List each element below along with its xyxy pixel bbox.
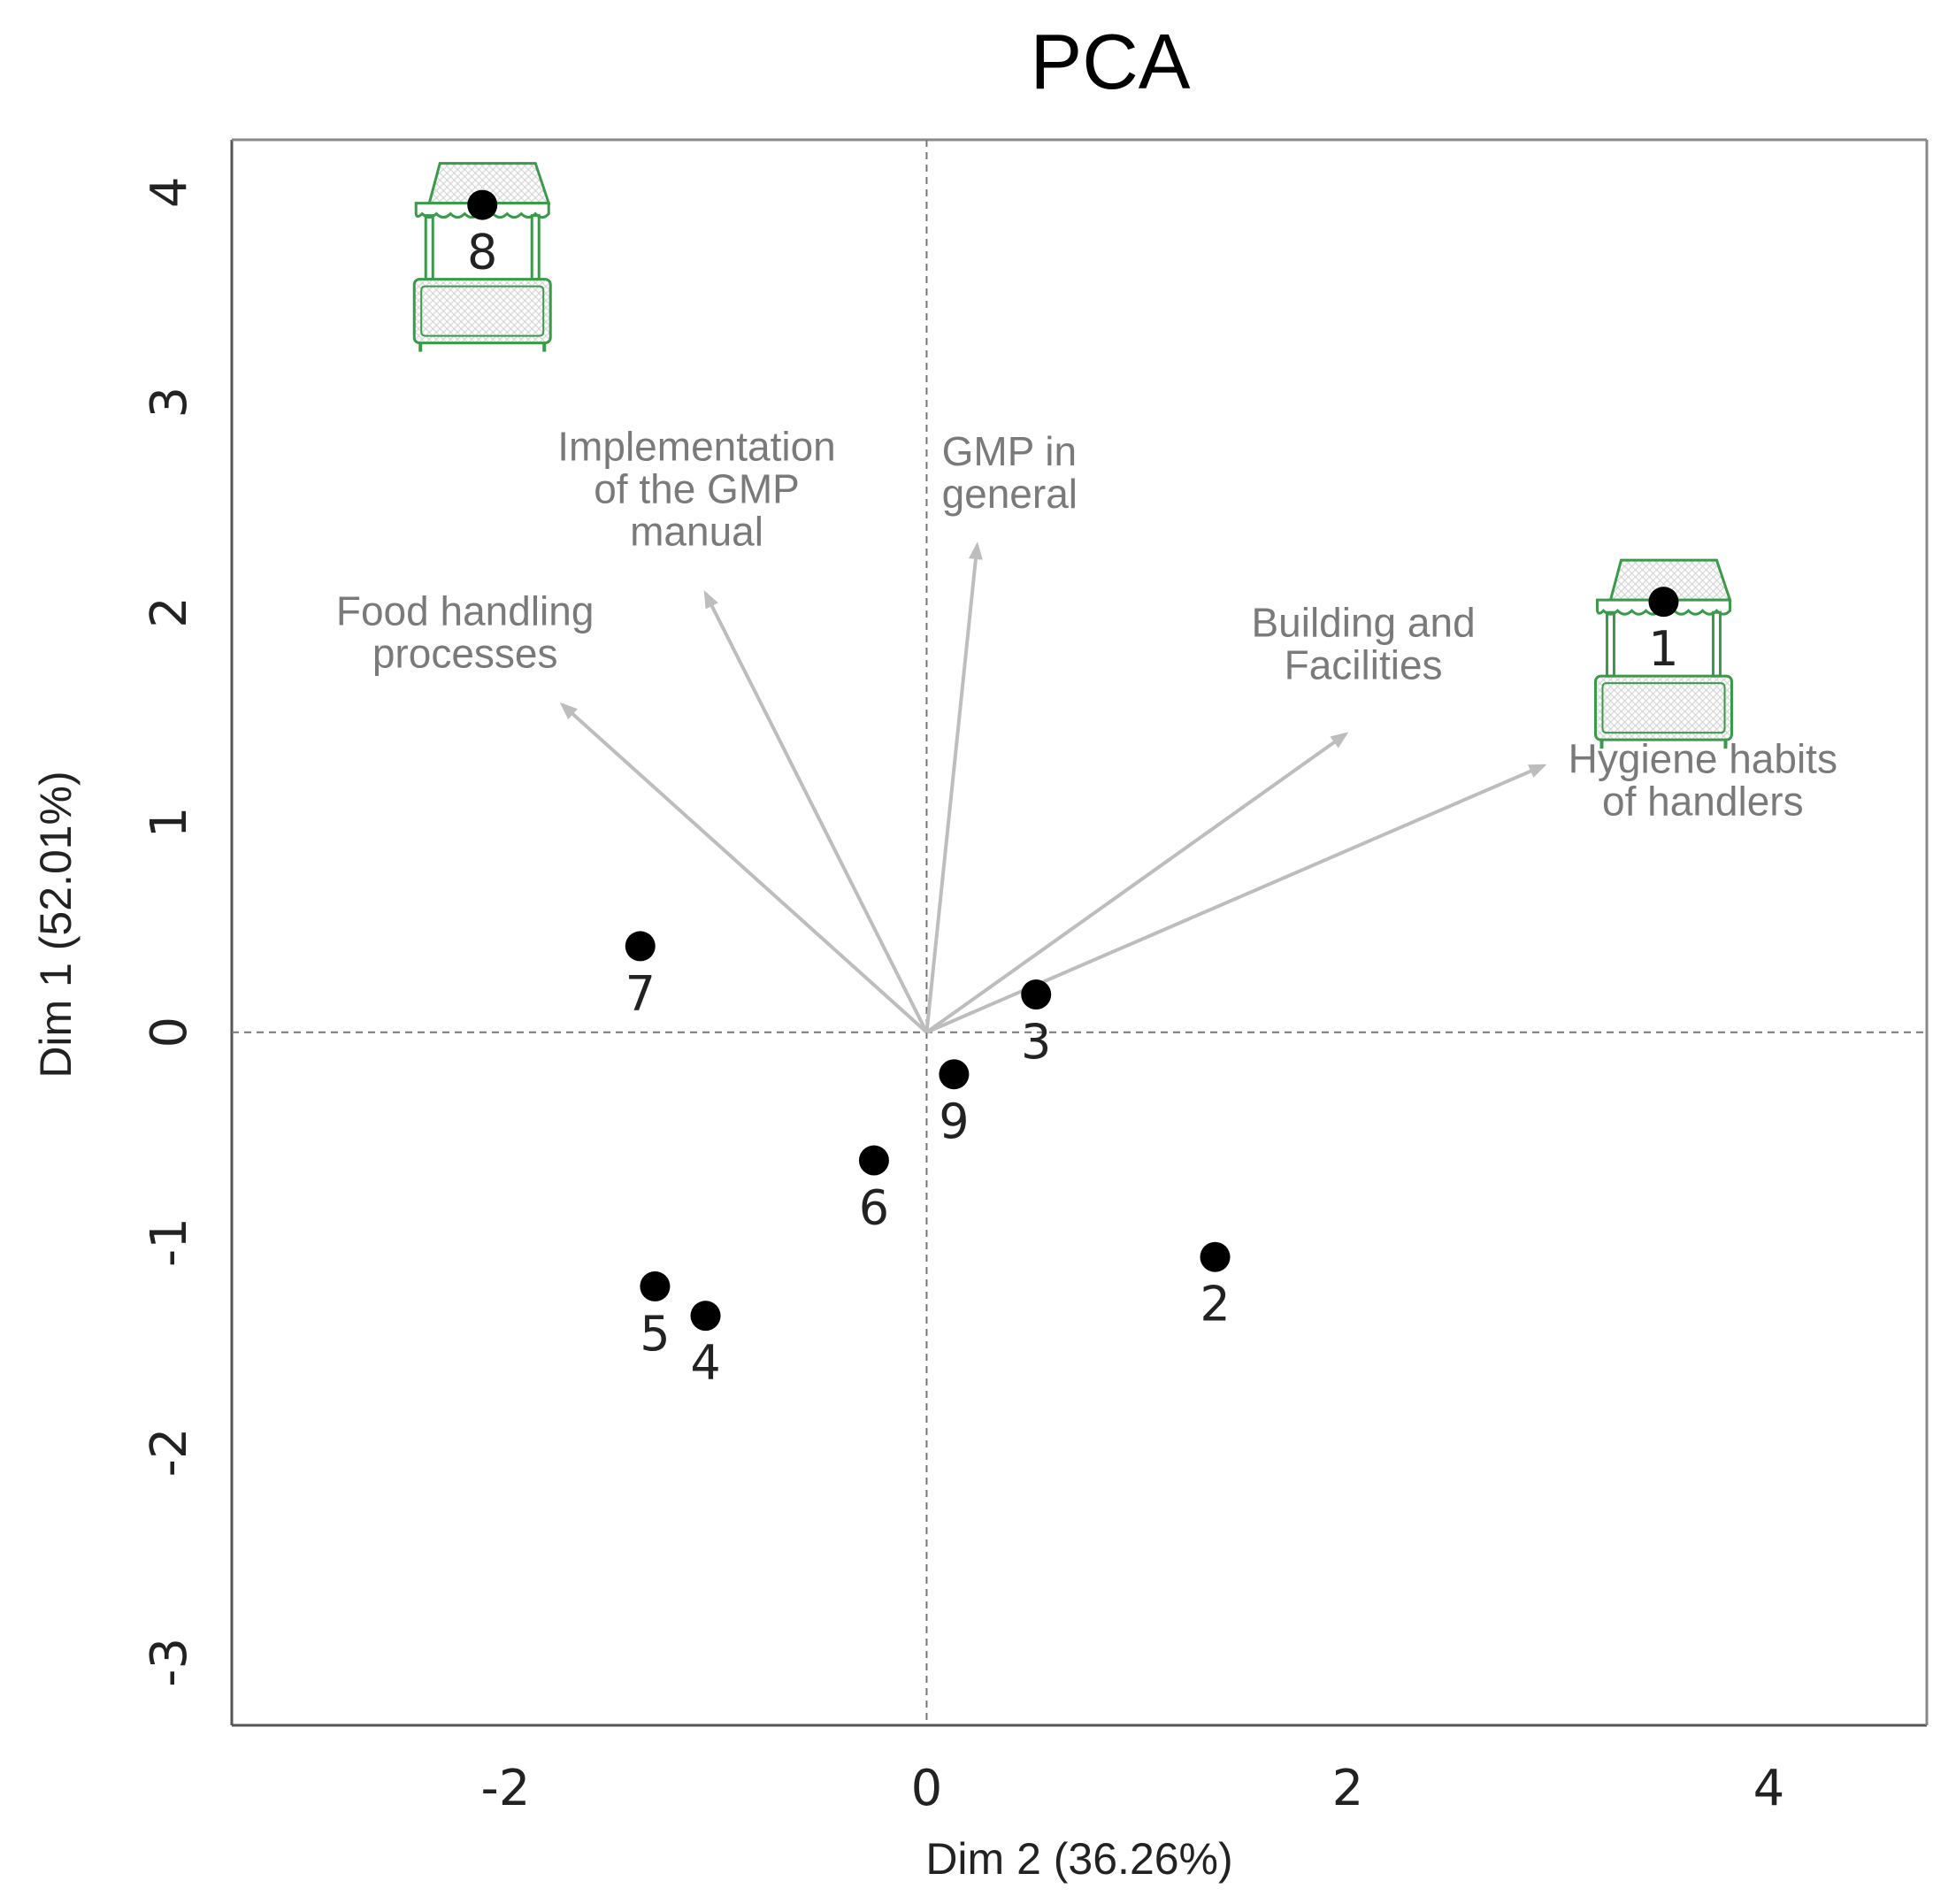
y-tick-label: -1: [141, 1217, 198, 1267]
point-labels: 1 2 3 45 6 7 8 9: [467, 225, 1679, 1392]
point-label: 6: [859, 1180, 889, 1236]
data-point: [939, 1059, 970, 1090]
point-label: 4: [690, 1335, 720, 1391]
variable-arrow: [703, 590, 929, 1033]
y-tick-label: 4: [141, 177, 198, 209]
x-axis-title: Dim 2 (36.26%): [925, 1834, 1232, 1884]
variable-label: GMP in general: [942, 428, 1078, 517]
y-tick-label: -2: [141, 1428, 198, 1478]
variable-label: Implementation of the GMP manual: [557, 424, 836, 555]
point-label: 1: [1648, 621, 1678, 677]
x-tick-label: 2: [1332, 1760, 1364, 1817]
point-label: 8: [467, 225, 497, 280]
chart-title: PCA: [1031, 18, 1191, 105]
y-tick-label: 3: [141, 387, 198, 418]
x-tick-label: -2: [480, 1760, 530, 1817]
y-tick-label: -3: [141, 1638, 198, 1687]
data-point: [467, 189, 498, 220]
variable-label: Food handling processes: [336, 587, 594, 676]
point-label: 2: [1200, 1277, 1230, 1332]
variable-arrow: [924, 541, 983, 1033]
point-label: 3: [1021, 1014, 1051, 1070]
variable-arrow: [925, 732, 1349, 1034]
y-tick-labels: -3 -2 -1 0 1 2 3 4: [141, 177, 198, 1687]
market-stall-icon: [1593, 558, 1733, 749]
variable-label: Hygiene habits of handlers: [1569, 735, 1837, 824]
variable-arrow: [559, 702, 928, 1034]
market-stall-icon: [412, 162, 552, 352]
point-label: 9: [939, 1094, 969, 1149]
variable-label: Building and Facilities: [1251, 600, 1475, 688]
y-tick-label: 0: [141, 1017, 198, 1048]
x-tick-label: 4: [1753, 1760, 1785, 1817]
x-tick-label: 0: [911, 1760, 943, 1817]
data-point: [1021, 979, 1052, 1010]
highlight-icons: [412, 162, 1733, 749]
variable-arrow: [925, 764, 1547, 1034]
y-tick-label: 2: [141, 596, 198, 628]
data-point: [858, 1145, 889, 1176]
point-label: 7: [625, 965, 656, 1021]
data-point: [640, 1271, 671, 1301]
variable-labels: Food handling processes Implementation of t…: [336, 424, 1837, 825]
data-point: [1648, 587, 1679, 618]
y-axis-title: Dim 1 (52.01%): [31, 771, 81, 1078]
data-point: [690, 1301, 721, 1332]
x-tick-labels: -2 0 2 4: [480, 1760, 1784, 1817]
y-tick-label: 1: [141, 807, 198, 839]
reference-lines: [232, 140, 1927, 1725]
data-points: [467, 189, 1679, 1332]
plot-area: [230, 138, 1929, 1727]
point-label: 5: [640, 1306, 670, 1362]
data-point: [625, 931, 656, 962]
data-point: [1200, 1241, 1231, 1272]
